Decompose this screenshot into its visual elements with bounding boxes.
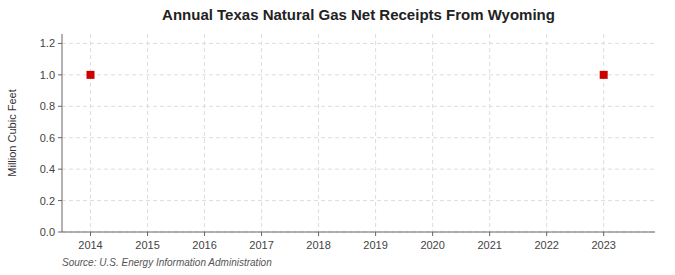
y-tick-label: 1.0 (40, 69, 55, 81)
x-grid-line (546, 34, 547, 232)
grid (62, 34, 655, 232)
x-tick (318, 232, 319, 236)
x-grid-line (147, 34, 148, 232)
x-tick (147, 232, 148, 236)
x-grid-line (375, 34, 376, 232)
y-grid-line (62, 169, 655, 170)
points (87, 71, 608, 79)
x-tick-label: 2020 (420, 239, 444, 251)
y-grid-line (62, 106, 655, 107)
y-tick (58, 169, 62, 170)
x-grid-line (261, 34, 262, 232)
x-tick (375, 232, 376, 236)
y-tick-label: 1.2 (40, 37, 55, 49)
y-tick-label: 0.2 (40, 195, 55, 207)
y-grid-line (62, 200, 655, 201)
chart: Annual Texas Natural Gas Net Receipts Fr… (0, 0, 675, 275)
x-tick (489, 232, 490, 236)
x-tick (546, 232, 547, 236)
x-tick-label: 2015 (135, 239, 159, 251)
y-tick-label: 0.6 (40, 132, 55, 144)
x-grid-line (432, 34, 433, 232)
y-tick-label: 0.0 (40, 226, 55, 238)
x-tick (432, 232, 433, 236)
x-tick (204, 232, 205, 236)
x-tick (603, 232, 604, 236)
x-grid-line (603, 34, 604, 232)
y-grid-line (62, 137, 655, 138)
y-grid-line (62, 232, 655, 233)
x-grid-line (204, 34, 205, 232)
x-tick-label: 2018 (306, 239, 330, 251)
x-grid-line (90, 34, 91, 232)
title: Annual Texas Natural Gas Net Receipts Fr… (162, 6, 555, 23)
y-tick (58, 232, 62, 233)
x-tick-label: 2021 (477, 239, 501, 251)
y-tick (58, 200, 62, 201)
y-tick (58, 43, 62, 44)
x-tick-label: 2019 (363, 239, 387, 251)
x-axis-line (62, 232, 655, 233)
x-tick-label: 2017 (249, 239, 273, 251)
y-grid-line (62, 74, 655, 75)
y-tick (58, 106, 62, 107)
x-tick (90, 232, 91, 236)
y-axis-line (62, 34, 63, 232)
source-note: Source: U.S. Energy Information Administ… (62, 257, 272, 268)
x-tick (261, 232, 262, 236)
x-tick-label: 2022 (534, 239, 558, 251)
y-grid-line (62, 43, 655, 44)
x-grid-line (318, 34, 319, 232)
x-tick-label: 2016 (192, 239, 216, 251)
point (600, 71, 608, 79)
y-axis-label: Million Cubic Feet (6, 89, 18, 176)
x-grid-line (489, 34, 490, 232)
y-tick-label: 0.4 (40, 163, 55, 175)
y-tick (58, 137, 62, 138)
point (87, 71, 95, 79)
y-tick-label: 0.8 (40, 100, 55, 112)
x-tick-label: 2023 (591, 239, 615, 251)
y-tick (58, 74, 62, 75)
x-tick-label: 2014 (78, 239, 102, 251)
